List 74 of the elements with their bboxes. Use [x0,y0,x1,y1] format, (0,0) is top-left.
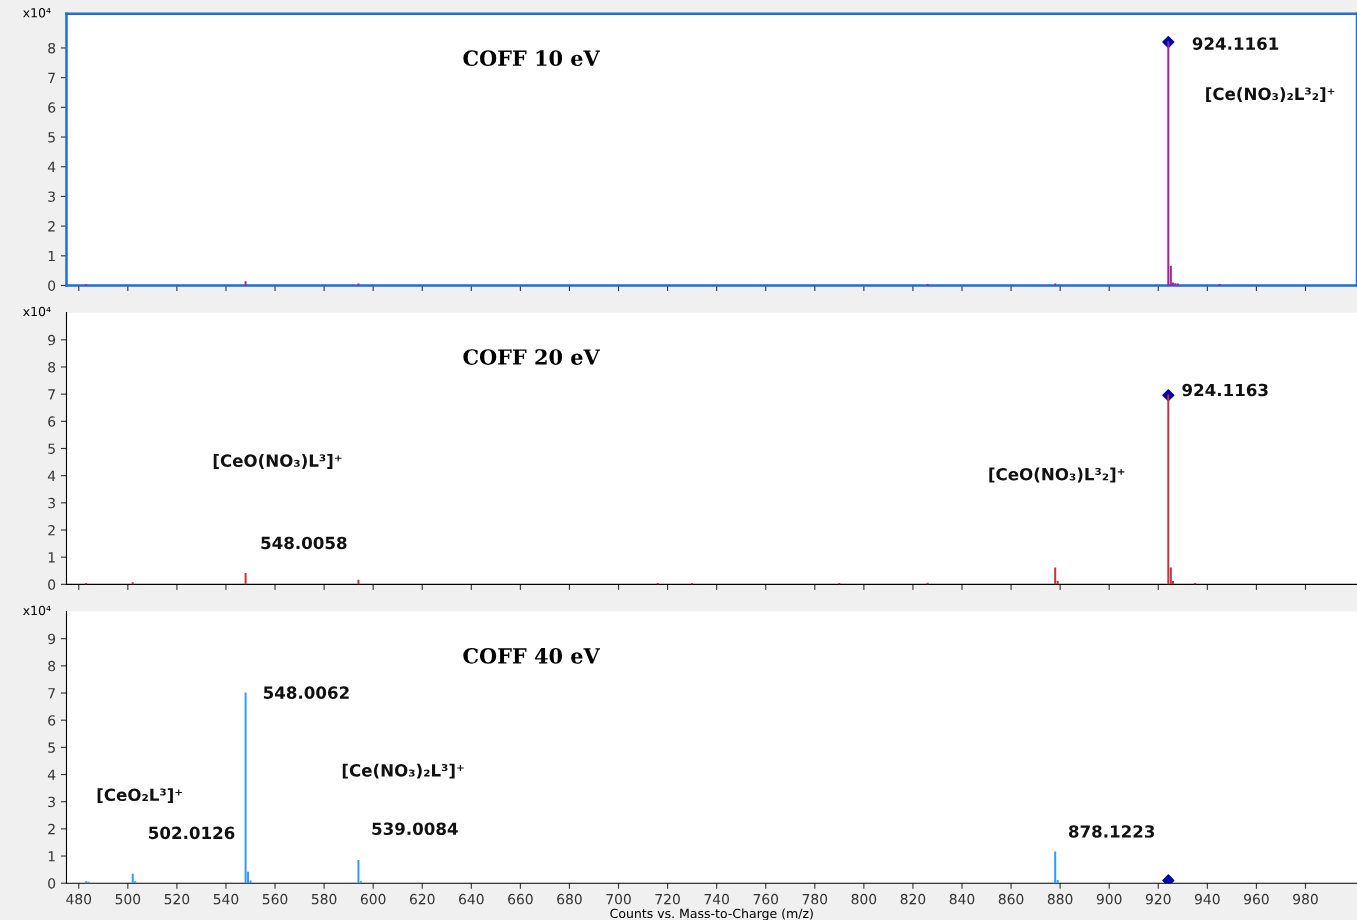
x-tick-label: 660 [508,893,533,905]
x-tick-label: 760 [753,893,779,905]
x-tick-label: 940 [1194,893,1220,905]
y-tick-label: 4 [47,470,56,481]
y-tick-label: 5 [48,132,55,143]
x-axis-title: Counts vs. Mass-to-Charge (m/z) [610,908,813,920]
annotation: 924.1161 [1192,37,1279,50]
y-axis-title: x10⁴ [23,7,51,18]
x-tick-label: 900 [1096,893,1122,905]
text: COFF 40 eV [463,647,600,664]
y-tick-label: 1 [48,552,55,563]
y-tick-label: 0 [48,878,56,889]
y-tick-label: 2 [48,524,55,536]
x-tick-label: 920 [1145,893,1171,905]
annotation: 502.0126 [149,826,235,840]
x-tick-label: 580 [311,893,337,905]
x-tick-label: 500 [115,893,141,905]
x-tick-label: 840 [949,893,975,905]
y-axis-title: x10⁴ [23,306,51,317]
y-tick-label: 9 [48,334,56,346]
text: COFF 10 eV [463,50,600,67]
x-tick-label: 640 [459,893,484,905]
x-tick-label: 680 [557,893,582,905]
x-tick-label: 620 [409,893,435,905]
y-tick-label: 3 [48,191,55,202]
x-tick-label: 880 [1047,893,1073,905]
annotation: 548.0062 [263,686,349,699]
x-tick-label: 980 [1293,893,1318,905]
x-tick-label: 600 [360,893,386,905]
x-tick-label: 540 [213,893,239,905]
annotation: 539.0084 [372,822,458,836]
annotation: [Ce(NO₃)₂L³₂]⁺ [1206,87,1335,103]
annotation: [CeO(NO₃)L³₂]⁺ [989,467,1125,483]
y-tick-label: 0 [48,280,56,291]
x-tick-label: 960 [1244,893,1269,905]
y-tick-label: 8 [48,361,56,373]
y-tick-label: 8 [48,660,56,672]
y-tick-label: 7 [48,72,55,83]
x-tick-label: 560 [262,893,288,905]
y-tick-label: 6 [48,416,56,427]
y-tick-label: 2 [48,823,55,835]
annotation: [CeO(NO₃)L³]⁺ [213,454,342,469]
annotation: 924.1163 [1182,383,1268,397]
y-tick-label: 5 [48,742,55,753]
y-tick-label: 0 [48,579,56,590]
y-tick-label: 7 [48,688,55,699]
y-tick-label: 3 [48,796,55,808]
y-tick-label: 7 [48,389,55,400]
y-tick-label: 5 [48,443,55,454]
y-tick-label: 4 [47,769,56,780]
y-tick-label: 2 [48,221,55,232]
x-tick-label: 700 [606,893,631,905]
annotation: 548.0058 [261,536,347,550]
y-tick-label: 6 [48,102,56,113]
x-tick-label: 520 [164,893,190,905]
y-tick-label: 8 [48,42,56,54]
annotation: [Ce(NO₃)₂L³]⁺ [342,763,464,779]
y-tick-label: 4 [47,161,56,172]
x-tick-label: 800 [851,893,877,905]
x-tick-label: 480 [66,893,92,905]
text: COFF 20 eV [463,349,600,365]
x-tick-label: 740 [704,893,729,905]
y-tick-label: 3 [48,497,55,509]
y-tick-label: 1 [48,851,55,862]
annotation: [CeO₂L³]⁺ [97,788,183,804]
y-tick-label: 6 [48,715,56,726]
y-tick-label: 1 [48,250,55,262]
x-tick-label: 780 [802,893,828,905]
y-tick-label: 9 [48,633,56,645]
x-tick-label: 720 [655,893,680,905]
y-axis-title: x10⁴ [23,605,51,616]
x-tick-label: 860 [998,893,1024,905]
x-tick-label: 820 [900,893,926,905]
annotation: 878.1223 [1068,825,1155,838]
